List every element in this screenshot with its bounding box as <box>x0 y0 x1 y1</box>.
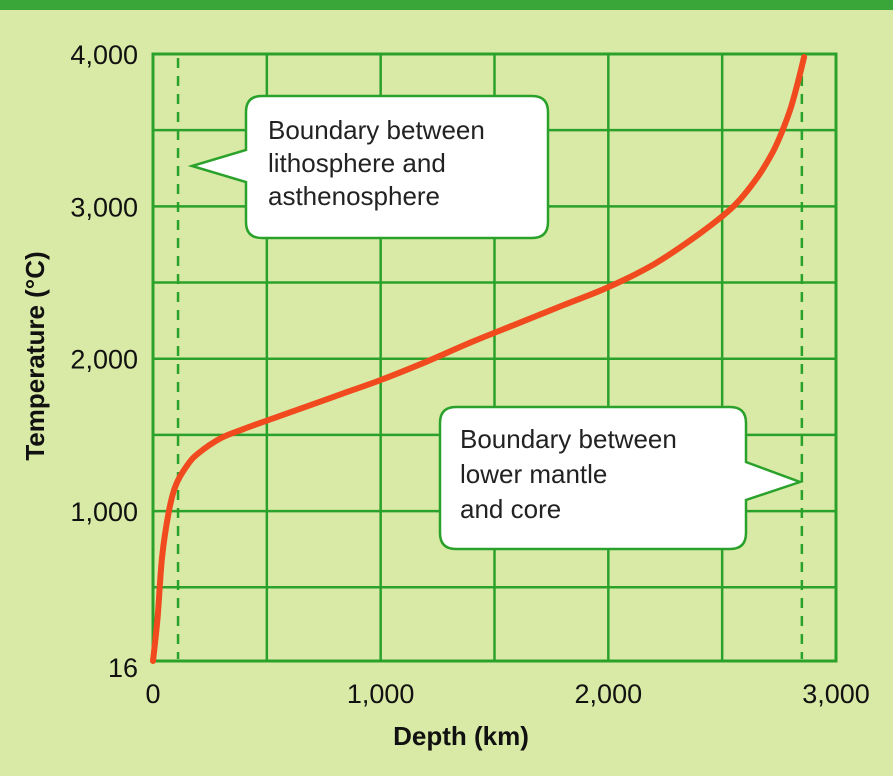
y-tick-label: 3,000 <box>70 192 138 222</box>
callout-lithosphere: Boundary between lithosphere and astheno… <box>187 94 550 240</box>
y-tick-labels: 16 1,000 2,000 3,000 4,000 <box>70 40 138 683</box>
plot-frame <box>151 52 838 663</box>
x-tick-labels: 0 1,000 2,000 3,000 <box>145 679 869 709</box>
y-axis-title: Temperature (°C) <box>20 251 50 460</box>
callout-core-bubble <box>438 405 804 551</box>
header-bar <box>0 0 893 10</box>
x-tick-label: 3,000 <box>802 679 870 709</box>
callout-lithosphere-line-2: lithosphere and <box>268 148 446 178</box>
x-tick-label: 0 <box>145 679 160 709</box>
y-tick-label: 1,000 <box>70 497 138 527</box>
temperature-curve <box>150 54 808 664</box>
y-tick-label: 2,000 <box>70 345 138 375</box>
callout-core-line-2: lower mantle <box>460 459 607 489</box>
x-tick-label: 2,000 <box>575 679 643 709</box>
callout-core-line-1: Boundary between <box>460 424 677 454</box>
y-tick-label: 16 <box>108 653 138 683</box>
callout-core: Boundary between lower mantle and core <box>438 405 804 551</box>
x-tick-label: 1,000 <box>347 679 415 709</box>
callout-core-line-3: and core <box>460 494 561 524</box>
grid <box>153 54 836 661</box>
y-tick-label: 4,000 <box>70 40 138 70</box>
callout-lithosphere-line-1: Boundary between <box>268 115 485 145</box>
callout-lithosphere-bubble <box>187 94 550 240</box>
callout-lithosphere-line-3: asthenosphere <box>268 181 440 211</box>
x-axis-title: Depth (km) <box>393 721 529 751</box>
